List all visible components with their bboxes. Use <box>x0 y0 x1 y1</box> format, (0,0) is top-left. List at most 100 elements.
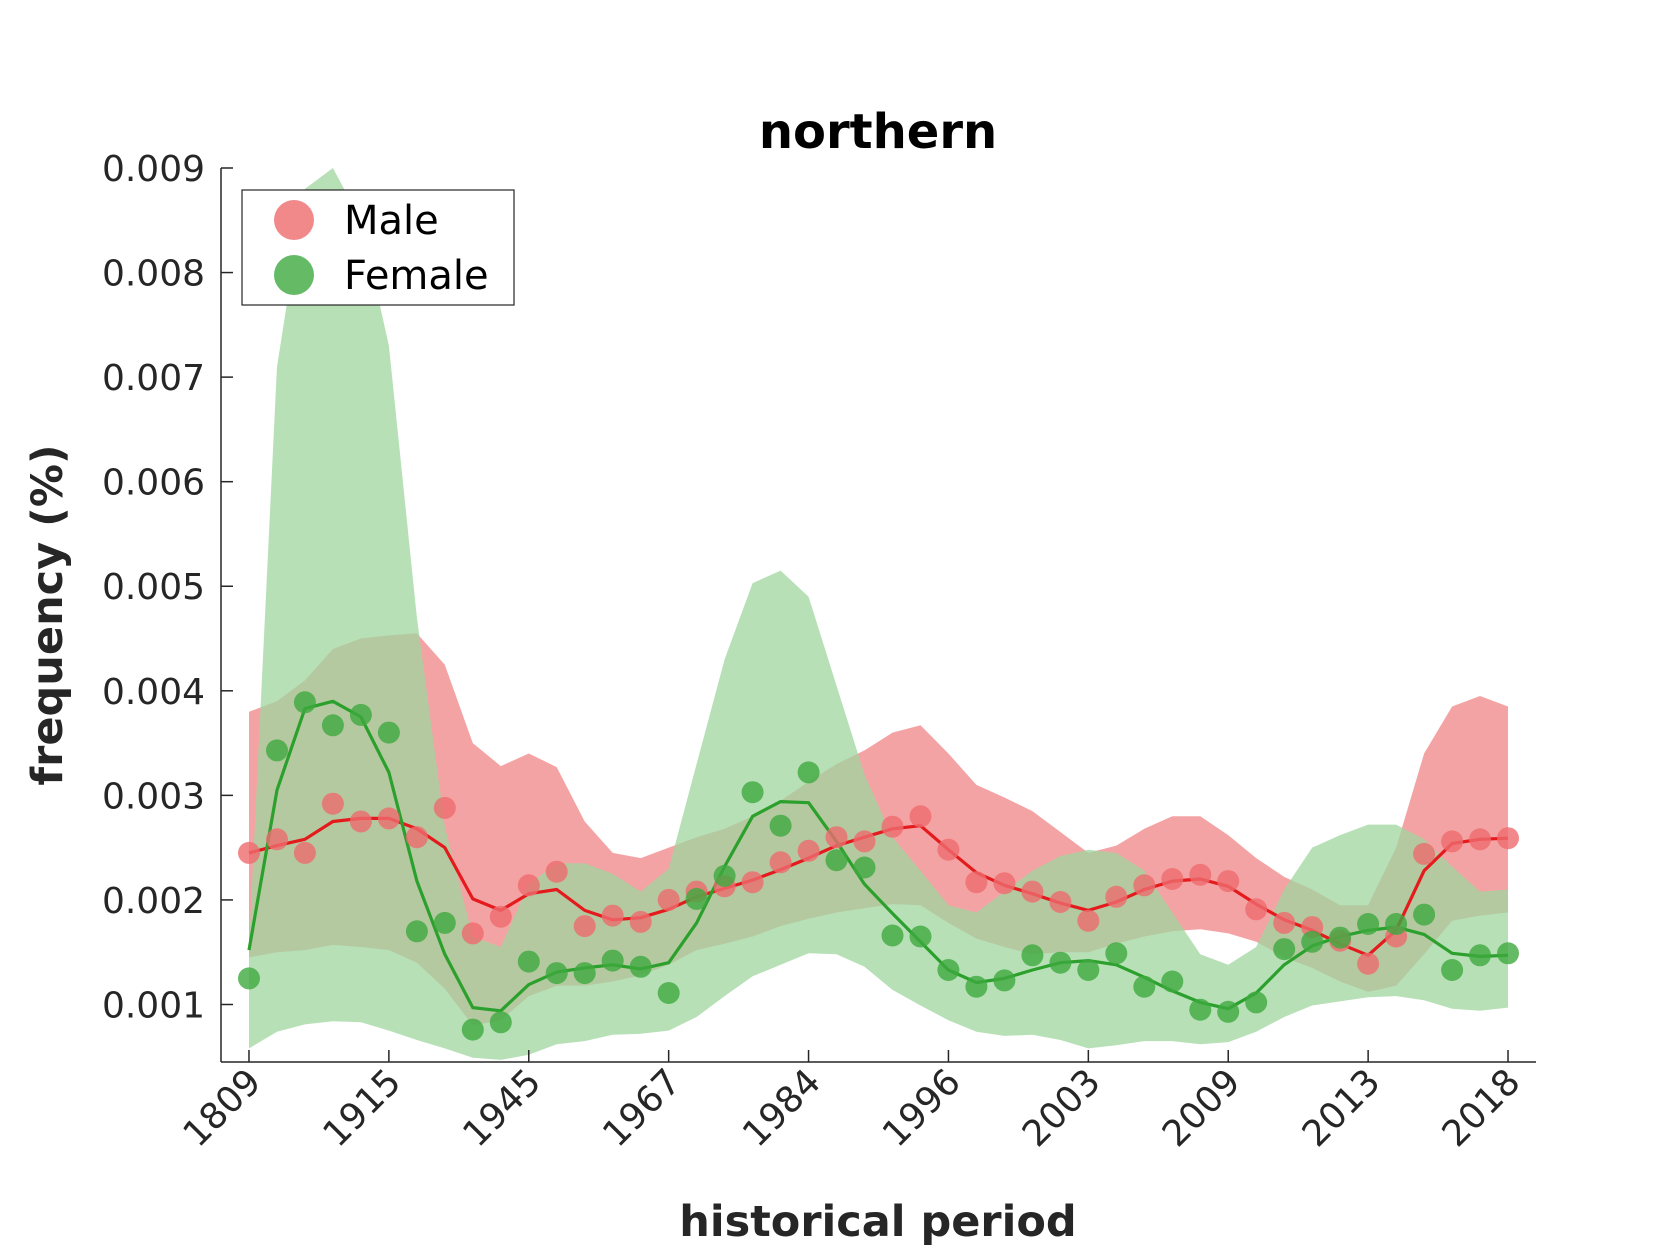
point-female <box>685 887 708 910</box>
point-female <box>769 814 792 837</box>
point-female <box>1021 944 1044 967</box>
point-female <box>1273 938 1296 961</box>
y-tick-label: 0.003 <box>102 776 205 817</box>
data-points <box>238 691 1519 1041</box>
point-male <box>1273 911 1296 934</box>
confidence-bands <box>249 168 1508 1060</box>
point-female <box>1049 951 1072 974</box>
point-female <box>993 969 1016 992</box>
point-female <box>405 920 428 943</box>
point-male <box>1357 952 1380 975</box>
y-ticks: 0.001 0.002 0.003 0.004 0.005 0.006 0.007 0.008… <box>102 149 233 1026</box>
point-male <box>293 841 316 864</box>
y-tick-label: 0.009 <box>102 149 205 190</box>
y-tick-label: 0.005 <box>102 567 205 608</box>
smoothed-lines <box>247 699 1509 1013</box>
point-male <box>881 815 904 838</box>
point-female <box>1161 970 1184 993</box>
point-female <box>937 959 960 981</box>
chart-title: northern <box>759 104 997 160</box>
point-female <box>349 703 372 726</box>
point-female <box>1077 959 1100 981</box>
point-male <box>825 826 848 849</box>
point-male <box>321 792 344 815</box>
point-male <box>1217 870 1240 893</box>
y-axis-title: frequency (%) <box>23 444 73 785</box>
point-male <box>657 888 680 911</box>
point-female <box>965 975 988 998</box>
point-female <box>293 691 316 714</box>
point-male <box>573 915 596 938</box>
point-female <box>1133 975 1156 998</box>
legend-marker-female <box>274 255 314 295</box>
point-male <box>1105 885 1128 908</box>
point-male <box>741 871 764 894</box>
point-male <box>965 871 988 894</box>
point-male <box>853 830 876 853</box>
y-tick-label: 0.001 <box>102 985 205 1026</box>
point-male <box>1077 909 1100 932</box>
point-female <box>517 950 540 973</box>
point-male <box>601 904 624 927</box>
y-tick-label: 0.007 <box>102 358 205 399</box>
smooth-line-female <box>247 699 1509 1013</box>
point-female <box>1329 926 1352 949</box>
point-male <box>1021 880 1044 903</box>
point-female <box>1245 991 1268 1014</box>
legend-label-male: Male <box>344 198 439 244</box>
point-male <box>517 874 540 897</box>
point-male <box>993 872 1016 895</box>
point-female <box>853 856 876 879</box>
point-male <box>1161 868 1184 890</box>
point-female <box>1217 1000 1240 1023</box>
y-tick-label: 0.004 <box>102 672 205 713</box>
point-male <box>349 810 372 833</box>
point-male <box>1497 827 1519 850</box>
point-male <box>1245 898 1268 921</box>
point-female <box>1413 903 1436 926</box>
legend: Male Female <box>241 189 515 306</box>
y-tick-label: 0.008 <box>102 254 205 295</box>
point-female <box>1469 944 1491 967</box>
point-female <box>489 1011 512 1034</box>
y-tick-label: 0.002 <box>102 881 205 922</box>
point-male <box>433 796 456 819</box>
point-female <box>1441 959 1464 981</box>
point-female <box>629 955 652 978</box>
point-female <box>1385 913 1408 935</box>
point-male <box>238 841 260 864</box>
point-female <box>238 967 260 990</box>
point-female <box>657 982 680 1004</box>
point-male <box>461 922 484 945</box>
point-female <box>601 949 624 972</box>
point-female <box>713 864 736 887</box>
point-male <box>377 807 400 830</box>
point-male <box>405 826 428 849</box>
point-female <box>266 739 288 762</box>
axes <box>220 168 1536 1063</box>
point-female <box>461 1018 484 1041</box>
point-female <box>1357 913 1380 935</box>
point-female <box>797 761 820 784</box>
y-tick-label: 0.006 <box>102 463 205 504</box>
point-male <box>909 805 932 828</box>
point-female <box>825 849 848 872</box>
point-female <box>1497 942 1519 965</box>
point-male <box>1469 828 1491 851</box>
point-male <box>1189 863 1212 886</box>
point-female <box>1189 998 1212 1021</box>
point-male <box>937 838 960 861</box>
point-male <box>797 839 820 862</box>
point-female <box>377 721 400 744</box>
smooth-line-male <box>248 816 1509 957</box>
point-male <box>545 860 568 883</box>
point-male <box>769 851 792 874</box>
point-male <box>1133 874 1156 897</box>
point-male <box>1049 891 1072 913</box>
legend-marker-male <box>274 200 314 240</box>
point-female <box>741 781 764 804</box>
point-male <box>1441 830 1464 853</box>
point-male <box>266 828 288 851</box>
